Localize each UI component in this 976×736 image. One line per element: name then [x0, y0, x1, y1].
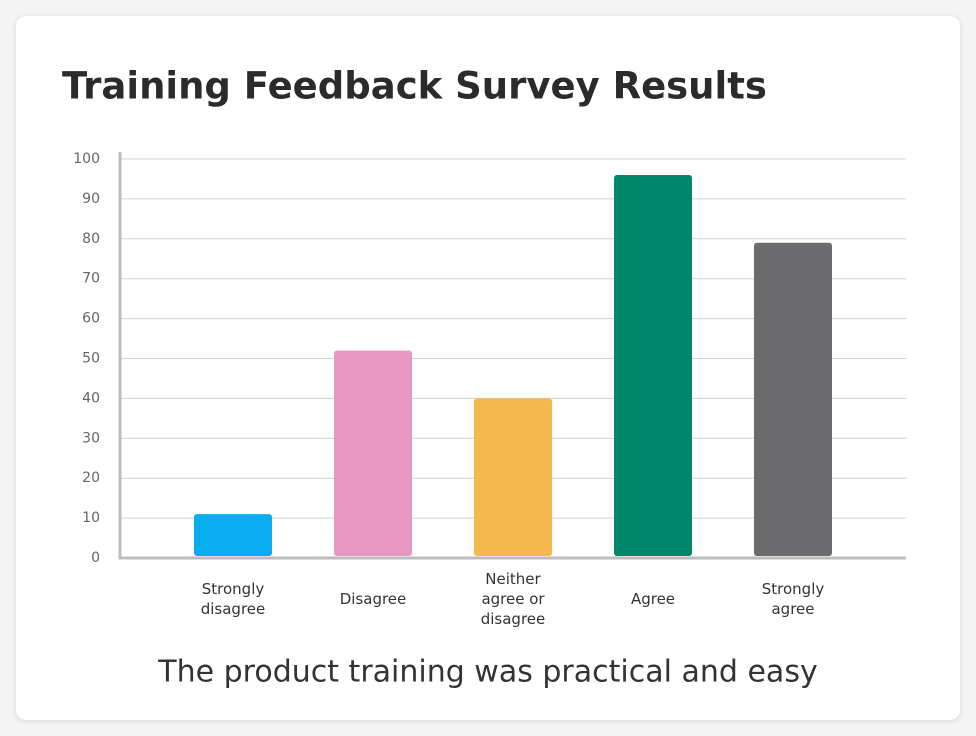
y-tick-label: 40: [82, 390, 100, 406]
y-tick-label: 10: [82, 510, 100, 526]
y-tick-label: 70: [82, 271, 100, 287]
bar: [754, 242, 832, 557]
y-tick-label: 90: [82, 191, 100, 207]
y-tick-label: 100: [73, 151, 100, 167]
x-tick-label: Neither agree or disagree: [480, 570, 546, 628]
x-axis-title: The product training was practical and e…: [157, 655, 817, 690]
bar: [474, 398, 552, 556]
y-tick-label: 30: [82, 430, 100, 446]
bar: [194, 514, 272, 556]
y-tick-label: 80: [82, 231, 100, 247]
y-tick-label: 0: [91, 550, 100, 566]
y-tick-label: 50: [82, 351, 100, 367]
y-tick-label: 60: [82, 311, 100, 327]
x-tick-label: Disagree: [339, 590, 407, 608]
x-tick-label: Strongly agree: [761, 580, 825, 618]
chart-title: Training Feedback Survey Results: [62, 65, 767, 108]
y-tick-label: 20: [82, 470, 100, 486]
x-tick-label: Agree: [630, 590, 676, 608]
x-tick-label: Strongly disagree: [200, 580, 266, 618]
bar: [614, 174, 692, 556]
bar: [334, 350, 412, 556]
